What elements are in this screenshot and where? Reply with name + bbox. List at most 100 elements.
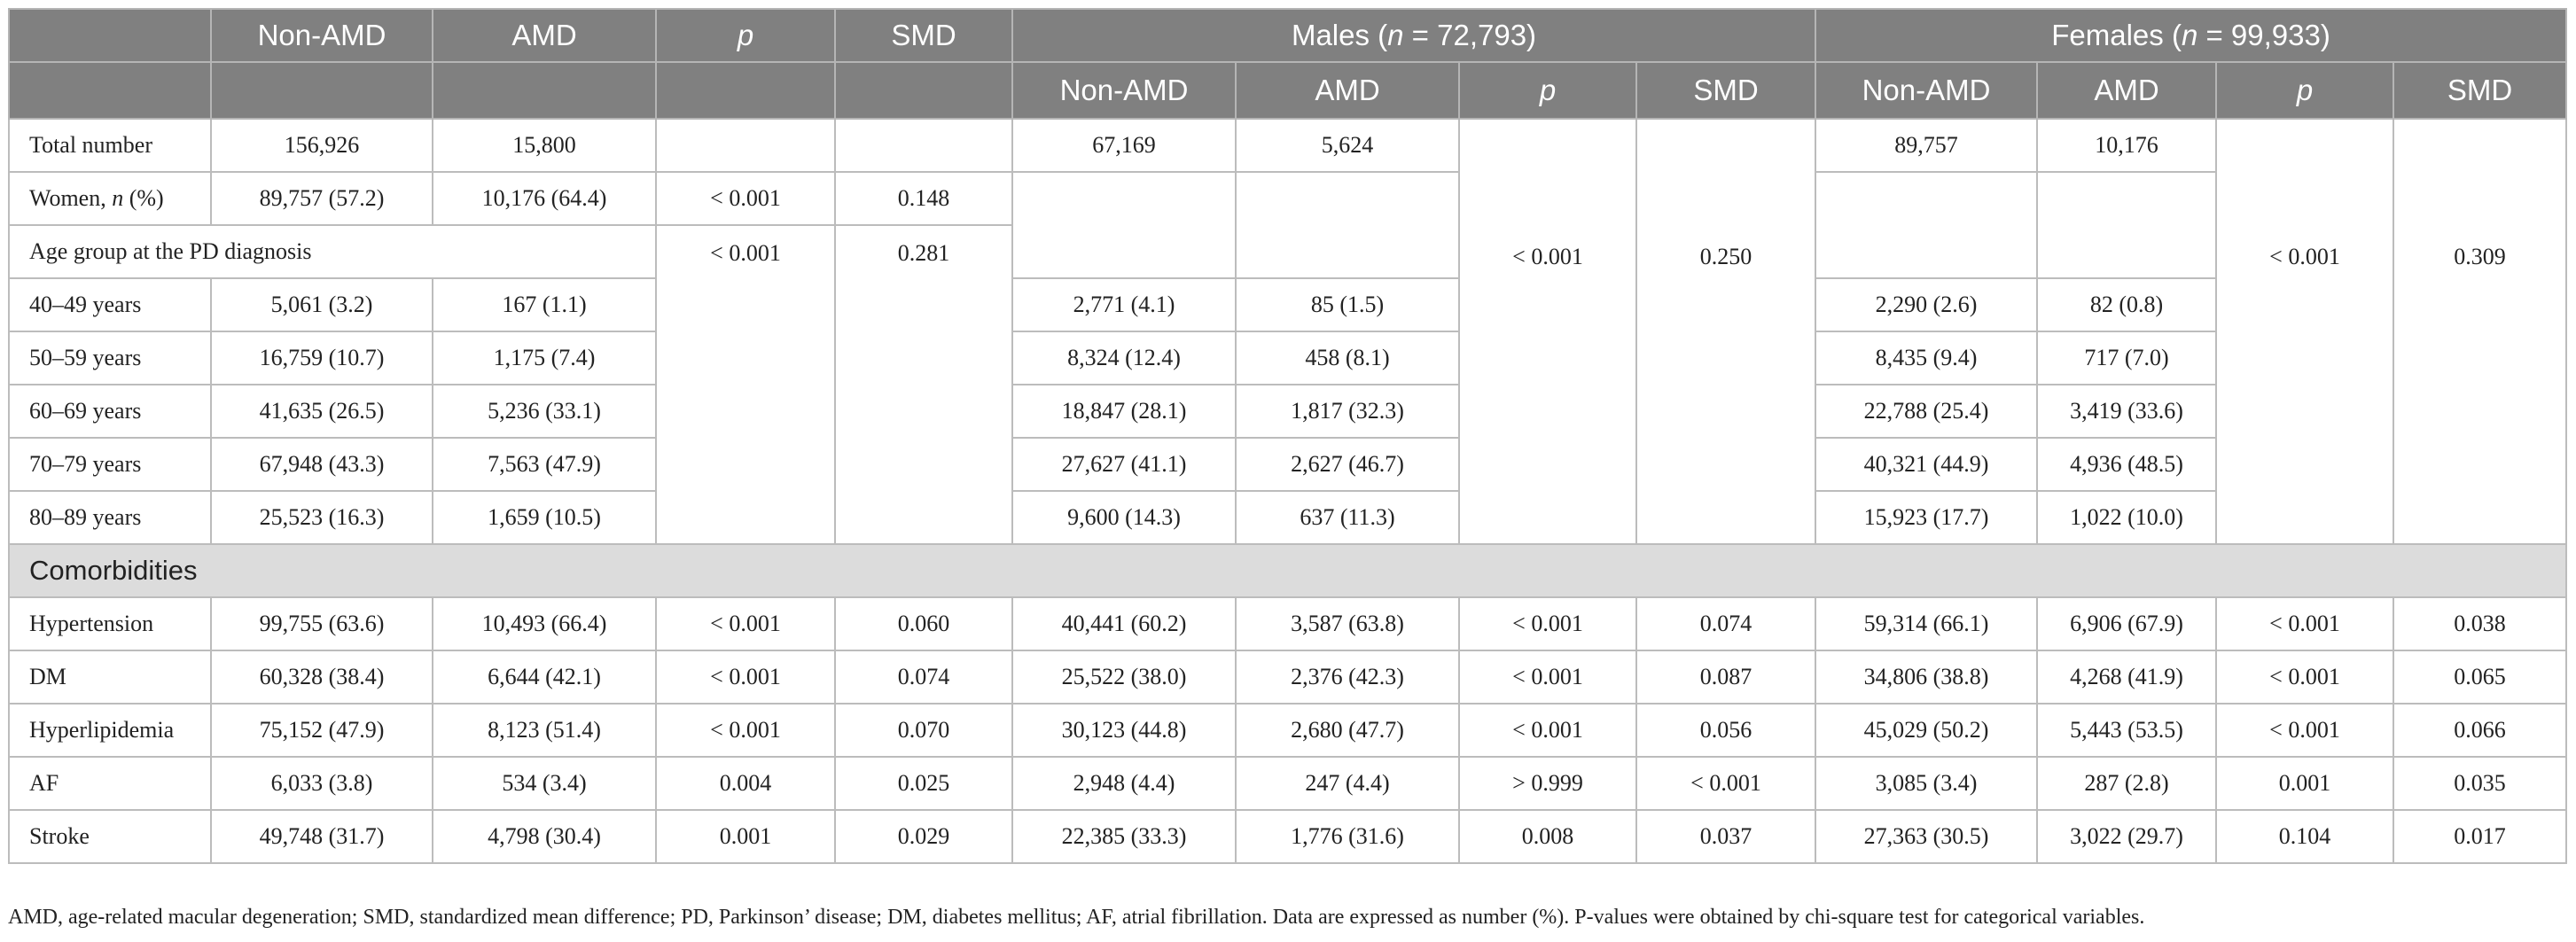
cell: 0.025 bbox=[834, 756, 1013, 811]
cell bbox=[2036, 171, 2218, 279]
cell: 49,748 (31.7) bbox=[210, 809, 433, 864]
cell: 6,644 (42.1) bbox=[432, 650, 657, 705]
header-cell bbox=[8, 61, 212, 120]
cell: 0.001 bbox=[2215, 756, 2395, 811]
cell: 4,268 (41.9) bbox=[2036, 650, 2218, 705]
cell: 0.060 bbox=[834, 596, 1013, 651]
row-label: 70–79 years bbox=[8, 437, 212, 492]
cell: 1,175 (7.4) bbox=[432, 331, 657, 385]
cell: 41,635 (26.5) bbox=[210, 384, 433, 439]
cell: 99,755 (63.6) bbox=[210, 596, 433, 651]
row-label: Hyperlipidemia bbox=[8, 703, 212, 758]
cell: 0.038 bbox=[2393, 596, 2568, 651]
cell: 25,522 (38.0) bbox=[1011, 650, 1237, 705]
row-label: AF bbox=[8, 756, 212, 811]
row-label: 60–69 years bbox=[8, 384, 212, 439]
cell: 717 (7.0) bbox=[2036, 331, 2218, 385]
cell: 7,563 (47.9) bbox=[432, 437, 657, 492]
cell: 15,800 bbox=[432, 118, 657, 173]
cell: 8,123 (51.4) bbox=[432, 703, 657, 758]
row: 70–79 years 67,948 (43.3) 7,563 (47.9) 27,6… bbox=[8, 437, 2566, 492]
cell: 22,385 (33.3) bbox=[1011, 809, 1237, 864]
cell: 82 (0.8) bbox=[2036, 277, 2218, 332]
text: = 99,933) bbox=[2197, 19, 2330, 51]
text: n bbox=[1387, 19, 1404, 51]
cell: < 0.001 bbox=[655, 596, 836, 651]
header-cell bbox=[834, 61, 1013, 120]
cell: 0.074 bbox=[1635, 596, 1817, 651]
cell: 0.004 bbox=[655, 756, 836, 811]
cell: < 0.001 bbox=[2215, 118, 2395, 545]
row: AF 6,033 (3.8) 534 (3.4) 0.004 0.025 2,948 (4… bbox=[8, 756, 2568, 811]
group-header: Males (n = 72,793) bbox=[1011, 8, 1817, 63]
cell: 458 (8.1) bbox=[1235, 331, 1460, 385]
text: Females ( bbox=[2051, 19, 2182, 51]
row-label: Hypertension bbox=[8, 596, 212, 651]
header-cell: Non-AMD bbox=[1815, 61, 2039, 120]
header-cell bbox=[210, 61, 433, 120]
cell: 0.037 bbox=[1635, 809, 1817, 864]
cell: 2,771 (4.1) bbox=[1011, 277, 1237, 332]
cell: < 0.001 bbox=[1635, 756, 1817, 811]
cell bbox=[1815, 171, 2039, 279]
cell: 6,033 (3.8) bbox=[210, 756, 433, 811]
cell: 0.070 bbox=[834, 703, 1013, 758]
row-label: 80–89 years bbox=[8, 490, 212, 545]
cell: 27,363 (30.5) bbox=[1815, 809, 2039, 864]
row-label: 40–49 years bbox=[8, 277, 212, 332]
row: Comorbidities bbox=[7, 543, 2568, 598]
row: Total number 156,926 15,800 67,169 5,624… bbox=[8, 118, 2568, 545]
cell: 5,443 (53.5) bbox=[2036, 703, 2218, 758]
row: 60–69 years 41,635 (26.5) 5,236 (33.1) 18,8… bbox=[8, 384, 2566, 439]
cell: 5,624 bbox=[1235, 118, 1460, 173]
cell: < 0.001 bbox=[655, 703, 836, 758]
header-cell: p bbox=[2215, 61, 2395, 120]
cell: < 0.001 bbox=[1458, 596, 1637, 651]
text: Males ( bbox=[1291, 19, 1388, 51]
row: 50–59 years 16,759 (10.7) 1,175 (7.4) 8,324… bbox=[8, 331, 2566, 385]
row: DM 60,328 (38.4) 6,644 (42.1) < 0.001 0.074 2… bbox=[8, 650, 2568, 705]
row: Women, n (%) 89,757 (57.2) 10,176 (64.4)… bbox=[8, 171, 2566, 279]
text: (%) bbox=[123, 185, 164, 211]
cell: 10,493 (66.4) bbox=[432, 596, 657, 651]
cell: 8,435 (9.4) bbox=[1815, 331, 2039, 385]
row: 80–89 years 25,523 (16.3) 1,659 (10.5) 9,60… bbox=[8, 490, 2566, 545]
row: 40–49 years 5,061 (3.2) 167 (1.1) 2,771 (4.… bbox=[8, 277, 2566, 332]
cell: 59,314 (66.1) bbox=[1815, 596, 2039, 651]
cell: < 0.001 bbox=[655, 650, 836, 705]
row: Hyperlipidemia 75,152 (47.9) 8,123 (51.4) <… bbox=[8, 703, 2568, 758]
cell: 75,152 (47.9) bbox=[210, 703, 433, 758]
cell: 67,948 (43.3) bbox=[210, 437, 433, 492]
cell: < 0.001 bbox=[655, 171, 836, 226]
cell: 25,523 (16.3) bbox=[210, 490, 433, 545]
row-label: Stroke bbox=[8, 809, 212, 864]
cell: 40,321 (44.9) bbox=[1815, 437, 2039, 492]
text: Women, bbox=[29, 185, 113, 211]
cell: 0.008 bbox=[1458, 809, 1637, 864]
cell: 34,806 (38.8) bbox=[1815, 650, 2039, 705]
header-cell: Non-AMD bbox=[1011, 61, 1237, 120]
cell: < 0.001 bbox=[2215, 596, 2395, 651]
header-cell bbox=[432, 61, 657, 120]
row: Hypertension 99,755 (63.6) 10,493 (66.4) < … bbox=[8, 596, 2568, 651]
cell: 0.148 bbox=[834, 171, 1013, 226]
header-cell: p bbox=[655, 8, 836, 63]
cell: < 0.001 bbox=[655, 224, 836, 545]
cell: 2,376 (42.3) bbox=[1235, 650, 1460, 705]
cell: 30,123 (44.8) bbox=[1011, 703, 1237, 758]
cell: 287 (2.8) bbox=[2036, 756, 2218, 811]
cell: 22,788 (25.4) bbox=[1815, 384, 2039, 439]
cell: 0.250 bbox=[1635, 118, 1817, 545]
header-cell: AMD bbox=[432, 8, 657, 63]
row-label: DM bbox=[8, 650, 212, 705]
cell: < 0.001 bbox=[1458, 650, 1637, 705]
cell: 156,926 bbox=[210, 118, 433, 173]
cell: < 0.001 bbox=[1458, 703, 1637, 758]
text: n bbox=[2181, 19, 2198, 51]
cell: 0.066 bbox=[2393, 703, 2568, 758]
cell: 2,290 (2.6) bbox=[1815, 277, 2039, 332]
row-label: Women, n (%) bbox=[8, 171, 212, 226]
section-label: Comorbidities bbox=[7, 543, 2568, 598]
row: Stroke 49,748 (31.7) 4,798 (30.4) 0.001 0.02… bbox=[8, 809, 2568, 864]
